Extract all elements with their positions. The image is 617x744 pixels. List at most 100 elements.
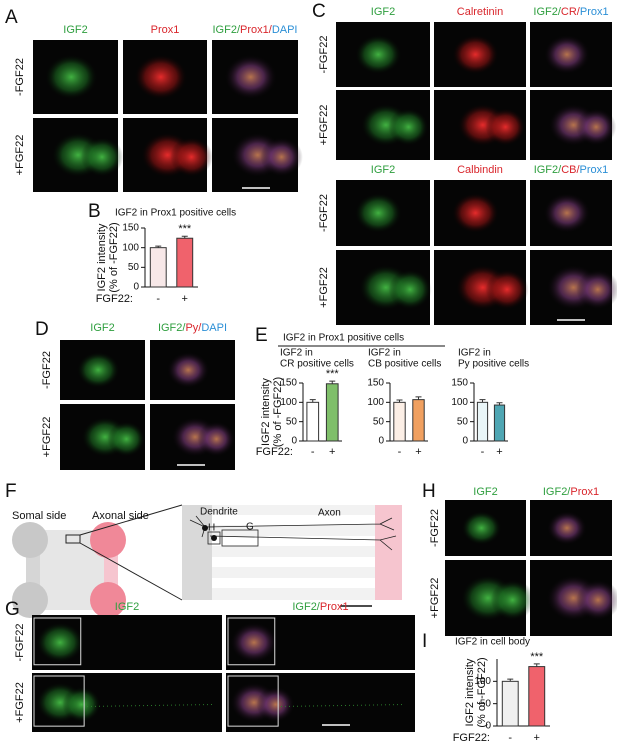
micrograph: [212, 118, 303, 192]
label-part: IGF2: [115, 601, 139, 613]
label-part: Calbindin: [457, 164, 503, 176]
y-axis-label: IGF2 intensity: [464, 658, 476, 726]
cell: [354, 192, 403, 234]
bar: [149, 247, 167, 288]
row-label: -FGF22: [41, 351, 53, 389]
x-tick-label: +: [415, 446, 421, 458]
y-tick-label: 100: [122, 242, 139, 253]
y-tick-label: 50: [286, 416, 298, 427]
micrograph: [33, 118, 124, 192]
x-tick-label: -: [398, 446, 402, 458]
y-tick-label: 150: [280, 378, 297, 389]
micrograph: [123, 40, 207, 114]
diagram-label: G: [246, 522, 254, 533]
chart-subtitle: CB positive cells: [368, 359, 441, 370]
axon-signal: [280, 704, 406, 707]
row-label: -FGF22: [429, 509, 441, 547]
panel-letter: I: [422, 631, 427, 652]
cell: [388, 108, 429, 146]
column-label: IGF2: [371, 164, 395, 176]
micrograph: [212, 40, 298, 114]
diagram-label: H: [208, 523, 215, 534]
cell: [354, 34, 402, 75]
micrograph: [32, 615, 222, 670]
row-label: -FGF22: [318, 36, 330, 74]
axon-signal: [86, 704, 213, 707]
label-part: CR/: [561, 6, 581, 18]
column-label: IGF2: [371, 6, 395, 18]
column-label: IGF2: [115, 601, 139, 613]
label-part: Prox1: [580, 6, 609, 18]
column-label: Calbindin: [457, 164, 503, 176]
row-label: +FGF22: [41, 417, 53, 458]
panel-letter: E: [255, 325, 268, 346]
cell: [543, 34, 591, 75]
error-bar: [496, 402, 503, 406]
error-bar: [155, 245, 162, 248]
error-bar: [329, 380, 336, 384]
label-part: IGF2/: [292, 601, 320, 613]
significance: ***: [530, 651, 544, 663]
y-tick-label: 50: [480, 698, 492, 709]
chart-subtitle: IGF2 in: [368, 348, 401, 359]
cell: [62, 686, 101, 723]
inset-box: [227, 675, 279, 727]
micrograph: [60, 404, 146, 470]
label-part: IGF2/: [213, 24, 241, 36]
cell: [388, 269, 432, 310]
y-axis-label: (% of -FGF22): [476, 657, 488, 727]
y-tick-label: 100: [474, 676, 491, 687]
label-part: IGF2/: [543, 486, 571, 498]
chart-title: IGF2 in Prox1 positive cells: [115, 208, 236, 219]
bar: [476, 401, 489, 442]
column-label: IGF2/Prox1: [292, 601, 348, 613]
chart-subtitle: IGF2 in: [458, 348, 491, 359]
error-bar: [533, 663, 540, 667]
diagram-label: Dendrite: [200, 507, 238, 518]
cell: [76, 351, 120, 389]
y-axis-label: IGF2 intensity: [260, 378, 272, 446]
error-bar: [396, 399, 403, 403]
row-label: +FGF22: [14, 682, 26, 723]
column-label: IGF2/Prox1: [543, 486, 599, 498]
micrograph: [434, 250, 529, 325]
x-tick-label: +: [534, 732, 540, 744]
label-part: DAPI: [201, 322, 227, 334]
bar: [501, 680, 519, 727]
label-part: Prox1/: [240, 24, 273, 36]
bar: [493, 404, 506, 442]
column-label: IGF2/Prox1/DAPI: [213, 24, 298, 36]
micrograph: [445, 560, 535, 636]
chart-subtitle: IGF2 in: [280, 348, 313, 359]
micrograph: [336, 250, 432, 325]
cell: [166, 351, 210, 389]
row-label: -FGF22: [14, 624, 26, 662]
label-part: Py/: [185, 322, 202, 334]
cell: [575, 108, 617, 146]
column-label: IGF2/Py/DAPI: [158, 322, 227, 334]
micrograph: [336, 180, 430, 246]
micrograph: [530, 560, 617, 636]
bar: [393, 401, 406, 442]
label-part: DAPI: [272, 24, 298, 36]
y-axis-label: IGF2 intensity: [96, 223, 108, 291]
cell: [576, 579, 617, 621]
label-part: Calretinin: [457, 6, 503, 18]
micrograph: [445, 500, 526, 556]
cell: [80, 137, 124, 177]
micrograph: [530, 22, 612, 87]
error-bar: [309, 399, 316, 403]
diagram-label: Somal side: [12, 510, 66, 522]
micrograph: [434, 22, 526, 87]
y-tick-label: 150: [122, 223, 139, 234]
diagram-label: Axon: [318, 508, 341, 519]
cell: [451, 192, 500, 234]
label-part: IGF2: [90, 322, 114, 334]
cell: [224, 54, 278, 100]
row-label: +FGF22: [14, 135, 26, 176]
y-tick-label: 150: [367, 378, 384, 389]
label-part: IGF2/: [533, 6, 561, 18]
micrograph: [150, 404, 236, 470]
panel-letter: G: [5, 599, 20, 620]
